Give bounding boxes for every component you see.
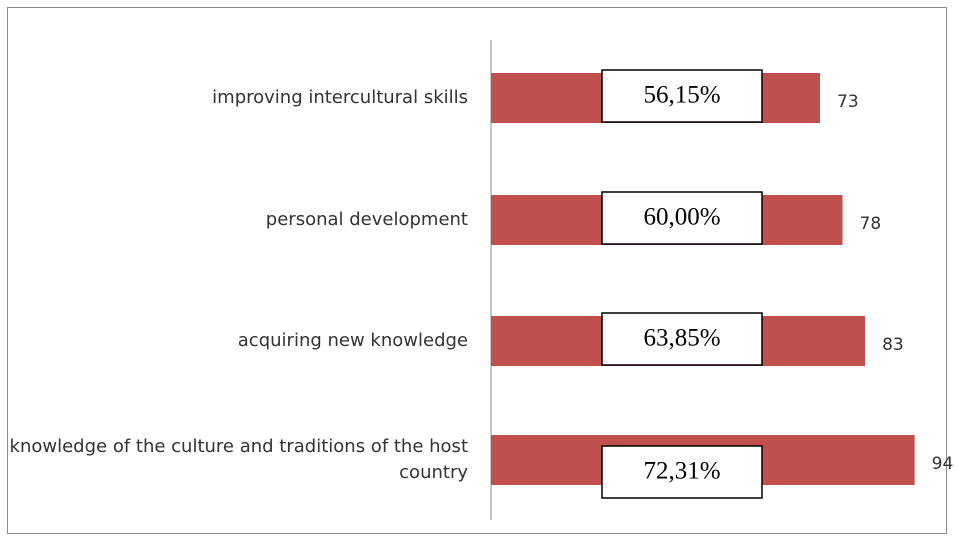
chart-frame bbox=[7, 7, 947, 534]
annotation-box bbox=[601, 69, 763, 123]
value-label: 78 bbox=[860, 214, 882, 234]
annotation-box bbox=[601, 445, 763, 499]
category-label: knowledge of the culture and traditions … bbox=[9, 436, 468, 483]
annotation: 60,00% bbox=[643, 204, 720, 231]
annotation-box bbox=[601, 312, 763, 366]
annotation: 72,31% bbox=[643, 458, 720, 485]
annotation: 56,15% bbox=[643, 82, 720, 109]
annotation: 63,85% bbox=[643, 325, 720, 352]
category-label: improving intercultural skills bbox=[212, 87, 468, 108]
category-label: acquiring new knowledge bbox=[237, 330, 468, 351]
value-label: 83 bbox=[882, 335, 904, 355]
category-label: personal development bbox=[265, 209, 468, 230]
value-label: 94 bbox=[932, 454, 954, 474]
annotation-box bbox=[601, 191, 763, 245]
value-label: 73 bbox=[837, 92, 859, 112]
